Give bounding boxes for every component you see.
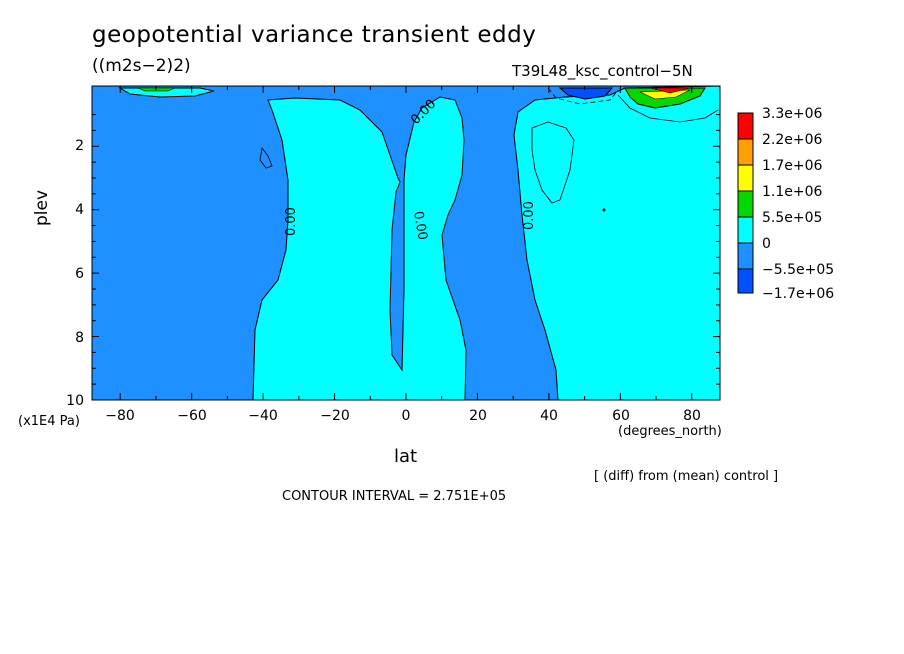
legend-label: 0	[762, 236, 771, 252]
cyan-region-south	[252, 96, 467, 401]
run-label: T39L48_ksc_control−5N	[512, 62, 693, 80]
dashed-contour-top	[547, 87, 619, 105]
y-tick-label: 8	[75, 330, 84, 346]
x-tick-label: 20	[469, 408, 487, 424]
contour-label-4: 0.00	[522, 201, 537, 230]
x-tick-label: −20	[320, 408, 350, 424]
x-tick-label: 40	[540, 408, 558, 424]
y-tick-labels: 2 4 6 8 10	[66, 138, 84, 409]
cyan-region-north	[513, 85, 721, 401]
legend-swatch	[737, 190, 754, 218]
legend-label: 1.7e+06	[762, 158, 823, 174]
darkblue-patch-top	[558, 87, 614, 100]
x-tick-label: 60	[612, 408, 630, 424]
contour-label-1: 0.00	[284, 207, 299, 236]
y-tick-label: 4	[75, 202, 84, 218]
x-axis-units: (degrees_north)	[618, 424, 722, 439]
thin-contour-west	[259, 147, 273, 169]
x-tick-labels: −80 −60 −40 −20 0 20 40 60 80	[105, 408, 701, 424]
legend-swatch	[737, 112, 754, 140]
contour-label-2: 0.00	[410, 210, 430, 241]
contour-dot	[602, 208, 606, 212]
y-tick-label: 6	[75, 266, 84, 282]
legend-label: 2.2e+06	[762, 132, 823, 148]
chart-title: geopotential variance transient eddy	[92, 22, 537, 48]
green-patch-topleft	[137, 87, 176, 92]
legend-swatch	[737, 216, 754, 244]
legend-label: 5.5e+05	[762, 210, 822, 226]
legend-swatch	[737, 242, 754, 270]
y-tick-label: 2	[75, 138, 84, 154]
legend-swatch	[737, 138, 754, 166]
y-tick-label: 10	[66, 393, 84, 409]
legend: 3.3e+06 2.2e+06 1.7e+06 1.1e+06 5.5e+05 …	[737, 106, 834, 302]
x-tick-label: 0	[402, 408, 411, 424]
x-tick-label: −40	[248, 408, 278, 424]
legend-swatch	[737, 164, 754, 192]
legend-label: 1.1e+06	[762, 184, 823, 200]
x-axis-label: lat	[394, 446, 418, 467]
x-tick-label: 80	[683, 408, 701, 424]
thin-contour-topright	[617, 94, 719, 123]
x-tick-label: −80	[105, 408, 135, 424]
thin-contour-north	[531, 121, 575, 204]
contour-interval: CONTOUR INTERVAL = 2.751E+05	[282, 489, 507, 504]
red-patch-topright	[649, 87, 691, 94]
legend-swatch	[737, 268, 754, 294]
diff-note: [ (diff) from (mean) control ]	[594, 469, 779, 484]
tick-marks	[92, 86, 720, 401]
x-tick-label: −60	[177, 408, 207, 424]
y-axis-units: (x1E4 Pa)	[18, 414, 80, 429]
chart-units: ((m2s−2)2)	[92, 56, 191, 76]
legend-label: −5.5e+05	[762, 262, 834, 278]
legend-label: 3.3e+06	[762, 106, 823, 122]
legend-label: −1.7e+06	[762, 286, 834, 302]
